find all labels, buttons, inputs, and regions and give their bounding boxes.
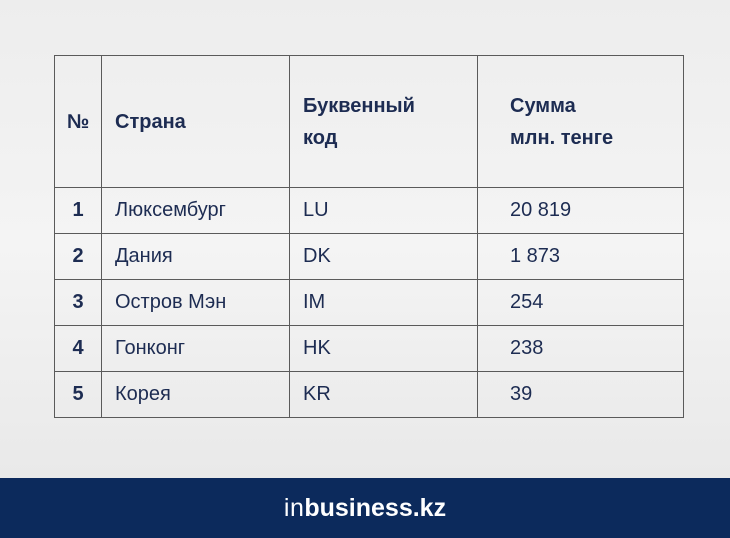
- table-cell: HK: [289, 325, 478, 372]
- header-cell: Страна: [101, 55, 290, 188]
- table-cell: Люксембург: [101, 187, 290, 234]
- table-row: 5 Корея KR 39: [54, 371, 684, 418]
- header-cell: Сумма млн. тенге: [477, 55, 684, 188]
- logo-name: business.kz: [304, 493, 447, 522]
- table-row: 4 Гонконг HK 238: [54, 325, 684, 372]
- table-cell: 3: [54, 279, 102, 326]
- header-cell: Буквенный код: [289, 55, 478, 188]
- table-cell: IM: [289, 279, 478, 326]
- table-cell: KR: [289, 371, 478, 418]
- table-cell: 238: [477, 325, 684, 372]
- table-cell: 1 873: [477, 233, 684, 280]
- table-row: 3 Остров Мэн IM 254: [54, 279, 684, 326]
- table-cell: 20 819: [477, 187, 684, 234]
- table-cell: Дания: [101, 233, 290, 280]
- footer: in business.kz: [0, 478, 730, 538]
- table-row: 1 Люксембург LU 20 819: [54, 187, 684, 234]
- table-cell: Остров Мэн: [101, 279, 290, 326]
- header-row: № Страна Буквенный код Сумма млн. тенге: [54, 55, 684, 188]
- header-cell: №: [54, 55, 102, 188]
- table-cell: 1: [54, 187, 102, 234]
- data-table: № Страна Буквенный код Сумма млн. тенге 1 Люк…: [54, 55, 684, 418]
- table-cell: 4: [54, 325, 102, 372]
- table-cell: 254: [477, 279, 684, 326]
- table-cell: LU: [289, 187, 478, 234]
- table-cell: 2: [54, 233, 102, 280]
- table-cell: Гонконг: [101, 325, 290, 372]
- table-cell: DK: [289, 233, 478, 280]
- table-cell: 5: [54, 371, 102, 418]
- table-cell: Корея: [101, 371, 290, 418]
- table-row: 2 Дания DK 1 873: [54, 233, 684, 280]
- table-cell: 39: [477, 371, 684, 418]
- logo-prefix: in: [283, 493, 305, 522]
